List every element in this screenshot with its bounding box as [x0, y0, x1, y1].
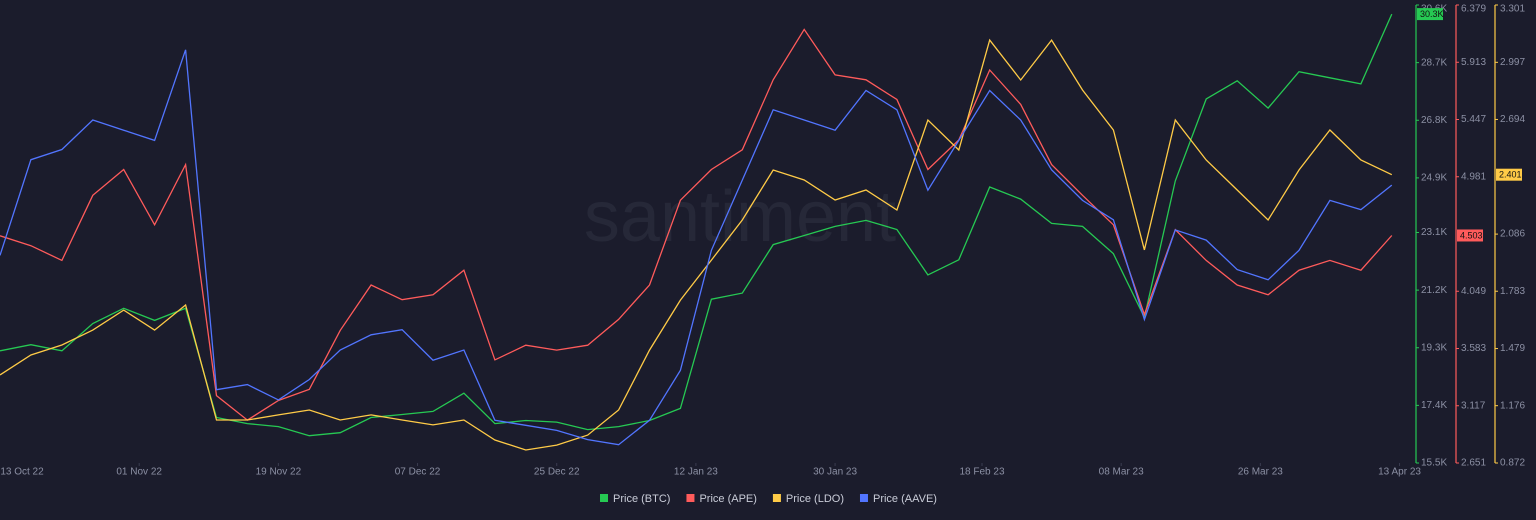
legend-swatch: [600, 494, 608, 502]
x-tick-label: 18 Feb 23: [959, 467, 1004, 478]
y-tick-label: 26.8K: [1421, 115, 1447, 126]
x-tick-label: 13 Oct 22: [0, 467, 44, 478]
y-tick-label: 17.4K: [1421, 400, 1447, 411]
value-badge: [1457, 229, 1483, 242]
y-tick-label: 4.981: [1461, 171, 1486, 182]
y-tick-label: 3.301: [1500, 4, 1525, 15]
series-line: [0, 38, 1393, 451]
legend-label: Price (AAVE): [873, 493, 937, 505]
y-tick-label: 19.3K: [1421, 342, 1447, 353]
x-tick-label: 30 Jan 23: [813, 467, 857, 478]
y-tick-label: 3.117: [1461, 400, 1486, 411]
y-tick-label: 2.086: [1500, 229, 1525, 240]
x-tick-label: 01 Nov 22: [116, 467, 162, 478]
y-tick-label: 23.1K: [1421, 227, 1447, 238]
y-tick-label: 6.379: [1461, 4, 1486, 15]
y-tick-label: 4.049: [1461, 286, 1486, 297]
legend-label: Price (BTC): [613, 493, 670, 505]
y-tick-label: 5.913: [1461, 57, 1486, 68]
y-tick-label: 5.447: [1461, 114, 1486, 125]
value-badge: [1417, 8, 1443, 21]
y-tick-label: 21.2K: [1421, 285, 1447, 296]
x-tick-label: 12 Jan 23: [674, 467, 718, 478]
legend: Price (BTC) Price (APE) Price (LDO) Price (…: [600, 493, 937, 505]
legend-swatch: [859, 494, 868, 502]
x-tick-label: 07 Dec 22: [395, 467, 441, 478]
x-tick-label: 19 Nov 22: [256, 467, 302, 478]
series-line: [0, 49, 1393, 446]
y-tick-label: 1.783: [1500, 286, 1525, 297]
y-tick-label: 1.479: [1500, 343, 1525, 354]
y-tick-label: 2.651: [1461, 458, 1486, 469]
y-tick-label: 24.9K: [1421, 173, 1447, 184]
y-tick-label: 3.583: [1461, 343, 1486, 354]
value-badge-label: 30.3K: [1420, 9, 1444, 19]
x-tick-label: 26 Mar 23: [1238, 467, 1283, 478]
legend-swatch: [772, 494, 781, 502]
legend-swatch: [686, 494, 695, 502]
value-badge-label: 4.503: [1460, 230, 1483, 240]
y-tick-label: 2.694: [1500, 114, 1525, 125]
y-tick-label: 28.7K: [1421, 57, 1447, 68]
x-tick-label: 25 Dec 22: [534, 467, 580, 478]
series-line: [0, 28, 1393, 421]
legend-label: Price (LDO): [786, 493, 844, 505]
y-tick-label: 0.872: [1500, 458, 1525, 469]
value-badge-label: 2.401: [1499, 170, 1522, 180]
y-tick-label: 1.176: [1500, 400, 1525, 411]
y-tick-label: 15.5K: [1421, 458, 1447, 469]
y-tick-label: 2.997: [1500, 57, 1525, 68]
legend-label: Price (APE): [699, 493, 756, 505]
x-tick-label: 08 Mar 23: [1099, 467, 1144, 478]
value-badge: [1496, 168, 1522, 181]
watermark: santiment: [584, 177, 896, 257]
x-tick-label: 13 Apr 23: [1378, 467, 1421, 478]
